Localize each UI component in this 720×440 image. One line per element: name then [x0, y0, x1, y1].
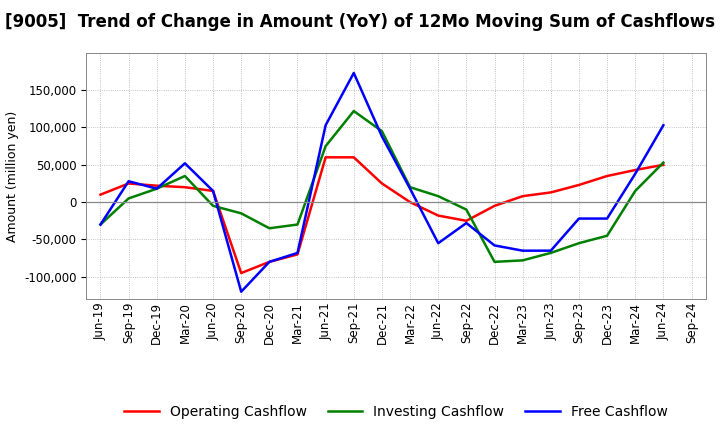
Operating Cashflow	[575, 182, 583, 187]
Operating Cashflow	[321, 155, 330, 160]
Investing Cashflow	[237, 211, 246, 216]
Free Cashflow	[96, 222, 105, 227]
Operating Cashflow	[181, 184, 189, 190]
Line: Free Cashflow: Free Cashflow	[101, 73, 663, 292]
Investing Cashflow	[603, 233, 611, 238]
Free Cashflow	[462, 220, 471, 226]
Operating Cashflow	[434, 213, 443, 218]
Free Cashflow	[293, 250, 302, 256]
Free Cashflow	[321, 123, 330, 128]
Investing Cashflow	[321, 143, 330, 149]
Investing Cashflow	[490, 259, 499, 264]
Free Cashflow	[659, 123, 667, 128]
Operating Cashflow	[462, 218, 471, 224]
Operating Cashflow	[125, 181, 133, 186]
Investing Cashflow	[181, 173, 189, 179]
Investing Cashflow	[518, 258, 527, 263]
Free Cashflow	[518, 248, 527, 253]
Operating Cashflow	[603, 173, 611, 179]
Operating Cashflow	[293, 252, 302, 257]
Operating Cashflow	[631, 167, 639, 172]
Operating Cashflow	[153, 183, 161, 188]
Operating Cashflow	[546, 190, 555, 195]
Operating Cashflow	[377, 181, 386, 186]
Operating Cashflow	[209, 188, 217, 194]
Investing Cashflow	[659, 160, 667, 165]
Free Cashflow	[181, 161, 189, 166]
Operating Cashflow	[349, 155, 358, 160]
Investing Cashflow	[349, 108, 358, 114]
Y-axis label: Amount (million yen): Amount (million yen)	[6, 110, 19, 242]
Free Cashflow	[377, 134, 386, 139]
Investing Cashflow	[546, 250, 555, 256]
Free Cashflow	[125, 179, 133, 184]
Legend: Operating Cashflow, Investing Cashflow, Free Cashflow: Operating Cashflow, Investing Cashflow, …	[118, 400, 674, 425]
Investing Cashflow	[575, 241, 583, 246]
Line: Operating Cashflow: Operating Cashflow	[101, 158, 663, 273]
Investing Cashflow	[153, 186, 161, 191]
Free Cashflow	[406, 186, 415, 191]
Operating Cashflow	[659, 162, 667, 168]
Free Cashflow	[349, 70, 358, 76]
Investing Cashflow	[265, 226, 274, 231]
Operating Cashflow	[518, 194, 527, 199]
Operating Cashflow	[490, 203, 499, 209]
Free Cashflow	[546, 248, 555, 253]
Free Cashflow	[490, 243, 499, 248]
Investing Cashflow	[209, 203, 217, 209]
Free Cashflow	[434, 241, 443, 246]
Free Cashflow	[265, 259, 274, 264]
Free Cashflow	[153, 186, 161, 191]
Investing Cashflow	[125, 196, 133, 201]
Line: Investing Cashflow: Investing Cashflow	[101, 111, 663, 262]
Operating Cashflow	[265, 259, 274, 264]
Free Cashflow	[575, 216, 583, 221]
Free Cashflow	[603, 216, 611, 221]
Investing Cashflow	[462, 207, 471, 212]
Operating Cashflow	[237, 271, 246, 276]
Investing Cashflow	[434, 194, 443, 199]
Investing Cashflow	[406, 184, 415, 190]
Operating Cashflow	[406, 199, 415, 205]
Free Cashflow	[209, 188, 217, 194]
Free Cashflow	[237, 289, 246, 294]
Investing Cashflow	[377, 128, 386, 134]
Investing Cashflow	[631, 188, 639, 194]
Investing Cashflow	[293, 222, 302, 227]
Operating Cashflow	[96, 192, 105, 197]
Investing Cashflow	[96, 222, 105, 227]
Free Cashflow	[631, 171, 639, 176]
Text: [9005]  Trend of Change in Amount (YoY) of 12Mo Moving Sum of Cashflows: [9005] Trend of Change in Amount (YoY) o…	[5, 13, 715, 31]
